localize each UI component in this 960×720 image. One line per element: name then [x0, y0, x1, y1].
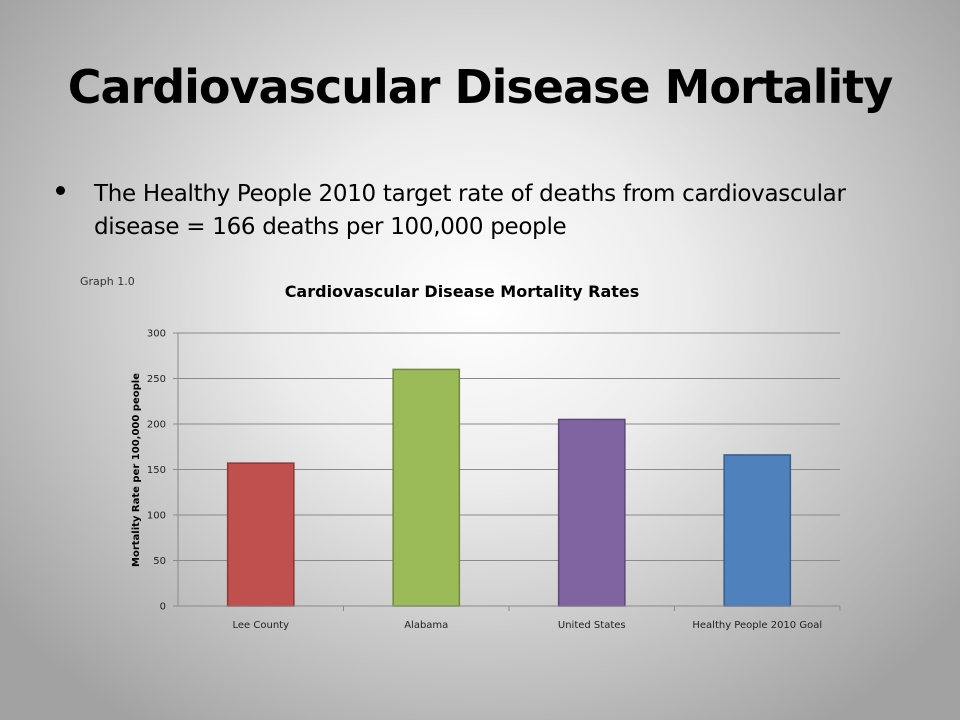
chart-title: Cardiovascular Disease Mortality Rates: [285, 282, 640, 301]
bullet-dot-icon: [56, 186, 65, 195]
graph-label: Graph 1.0: [80, 275, 135, 288]
bar: [392, 368, 461, 607]
y-tick-label: 100: [147, 511, 166, 522]
axis-layer: 0 50 100 150 200 250 300 Lee County Alabama Unite…: [147, 329, 841, 631]
y-tick-label: 0: [160, 602, 166, 613]
bar: [226, 462, 295, 607]
y-tick-label: 150: [147, 465, 166, 476]
bar: [557, 418, 626, 607]
bullet-text: The Healthy People 2010 target rate of d…: [94, 181, 846, 240]
x-tick-label: United States: [558, 620, 626, 631]
y-tick-label: 200: [147, 420, 166, 431]
bar: [723, 454, 792, 607]
y-tick-label: 300: [147, 329, 166, 340]
x-tick-label: Alabama: [404, 620, 448, 631]
y-axis-label: Mortality Rate per 100,000 people: [131, 373, 142, 567]
x-tick-label: Lee County: [233, 620, 290, 631]
slide-title: Cardiovascular Disease Mortality: [67, 60, 893, 114]
y-tick-label: 50: [153, 556, 166, 567]
y-tick-label: 250: [147, 374, 166, 385]
bullet-item: The Healthy People 2010 target rate of d…: [56, 178, 916, 244]
x-tick-label: Healthy People 2010 Goal: [692, 620, 822, 631]
bar-layer: [226, 368, 792, 607]
